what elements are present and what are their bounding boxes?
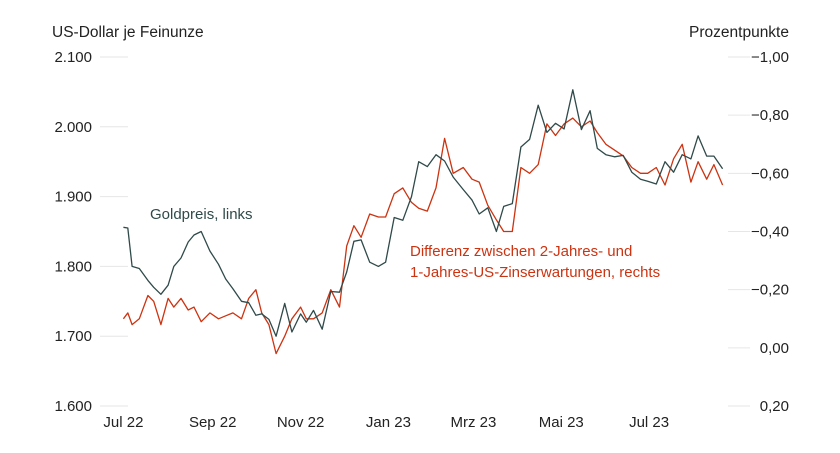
x-tick-label: Sep 22 xyxy=(189,414,237,431)
right-tick-label: −0,20 xyxy=(751,282,789,299)
x-tick-label: Jan 23 xyxy=(366,414,411,431)
right-tick-label: −0,80 xyxy=(751,107,789,124)
x-tick-label: Nov 22 xyxy=(277,414,325,431)
right-tick-label: 0,00 xyxy=(760,340,789,357)
gold-price-line xyxy=(123,89,724,337)
right-tick-label: −1,00 xyxy=(751,49,789,66)
gridlines xyxy=(100,56,750,407)
right-tick-label: −0,40 xyxy=(751,224,789,241)
x-axis-ticks: Jul 22 Sep 22 Nov 22 Jan 23 Mrz 23 Mai 23 Jul … xyxy=(103,414,669,431)
x-tick-label: Mrz 23 xyxy=(450,414,496,431)
right-axis-title: Prozentpunkte xyxy=(689,24,789,41)
left-tick-label: 1.800 xyxy=(54,258,92,275)
spread-series-label-line1: Differenz zwischen 2-Jahres- und xyxy=(410,243,632,260)
spread-series-label-line2: 1-Jahres-US-Zinserwartungen, rechts xyxy=(410,264,660,281)
right-tick-label: −0,60 xyxy=(751,165,789,182)
right-axis-ticks: 0,20 0,00 −0,20 −0,40 −0,60 −0,80 −1,00 xyxy=(751,49,789,415)
left-tick-label: 2.100 xyxy=(54,49,92,66)
x-tick-label: Jul 23 xyxy=(629,414,669,431)
x-tick-label: Jul 22 xyxy=(103,414,143,431)
left-tick-label: 1.900 xyxy=(54,189,92,206)
right-tick-label: 0,20 xyxy=(760,398,789,415)
left-tick-label: 1.600 xyxy=(54,398,92,415)
x-tick-label: Mai 23 xyxy=(539,414,584,431)
left-tick-label: 2.000 xyxy=(54,119,92,136)
rate-spread-line xyxy=(122,117,724,355)
series-lines xyxy=(122,89,724,355)
left-axis-title: US-Dollar je Feinunze xyxy=(52,24,204,41)
left-tick-label: 1.700 xyxy=(54,328,92,345)
gold-series-label: Goldpreis, links xyxy=(150,206,253,223)
left-axis-ticks: 1.600 1.700 1.800 1.900 2.000 2.100 xyxy=(54,49,92,415)
